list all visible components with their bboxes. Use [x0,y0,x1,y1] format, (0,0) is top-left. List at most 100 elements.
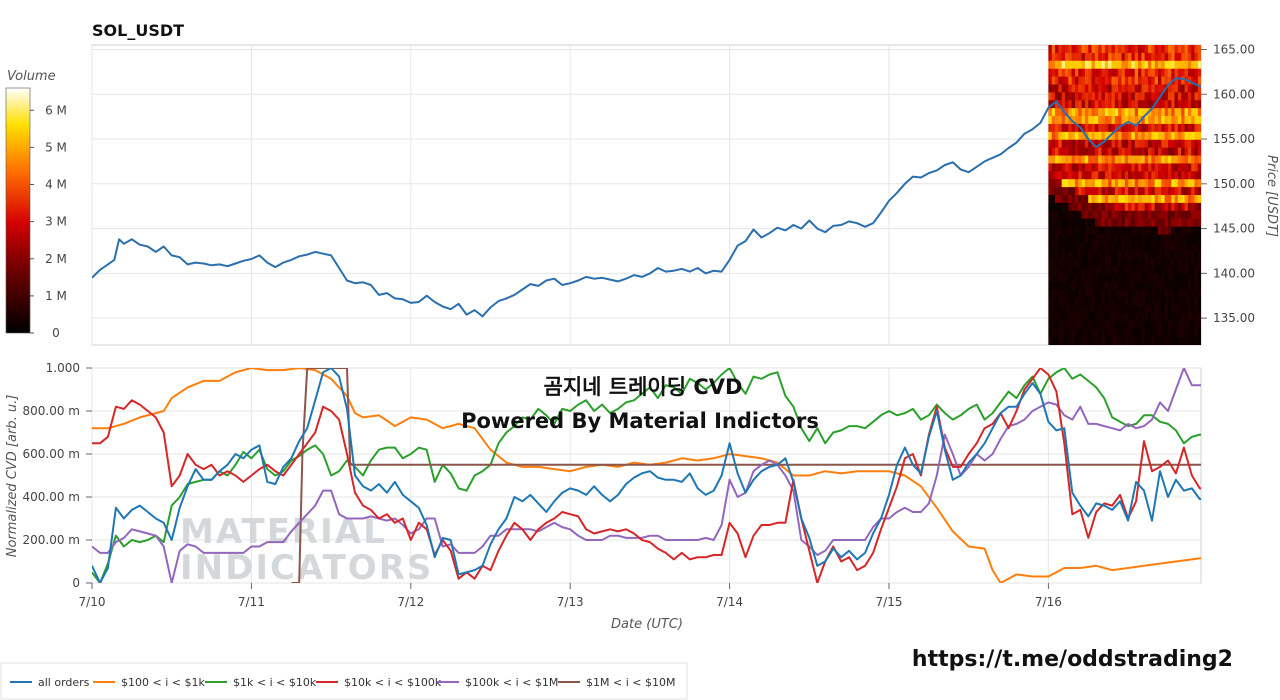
date-tick-label: 7/14 [716,595,743,609]
heatmap-cell [1114,84,1119,93]
heatmap-cell [1118,266,1123,275]
heatmap-cell [1157,195,1162,204]
date-tick-label: 7/11 [238,595,265,609]
heatmap-cell [1171,52,1176,62]
heatmap-cell [1111,273,1116,283]
heatmap-cell [1071,313,1076,322]
heatmap-cell [1194,329,1199,338]
heatmap-cell [1058,123,1063,133]
heatmap-cell [1071,305,1076,315]
heatmap-cell [1184,123,1189,133]
heatmap-cell [1141,313,1146,322]
heatmap-cell [1161,329,1166,338]
heatmap-cell [1187,273,1192,283]
heatmap-cell [1201,156,1205,164]
heatmap-cell [1111,100,1116,109]
heatmap-cell [1101,313,1106,322]
heatmap-cell [1084,226,1089,236]
heatmap-cell [1094,76,1099,86]
heatmap-cell [1121,45,1126,54]
heatmap-cell [1094,242,1099,251]
heatmap-cell [1128,52,1133,62]
price-axis-title: Price [USDT] [1264,155,1279,237]
heatmap-cell [1114,139,1119,149]
heatmap-cell [1157,329,1162,338]
heatmap-cell [1157,297,1162,307]
heatmap-cell [1128,163,1133,172]
heatmap-cell [1121,202,1126,212]
heatmap-cell [1164,171,1169,180]
heatmap-cell [1191,273,1196,283]
legend-label[interactable]: $10k < i < $100k [344,676,442,689]
legend-label[interactable]: $100 < i < $1k [121,676,205,689]
legend-label[interactable]: $1k < i < $10k [233,676,317,689]
heatmap-cell [1174,147,1179,157]
heatmap-cell [1101,52,1106,62]
legend-label[interactable]: $100k < i < $1M [465,676,558,689]
heatmap-cell [1134,226,1139,236]
heatmap-cell [1114,226,1119,236]
heatmap-cell [1184,210,1189,220]
heatmap-cell [1114,313,1119,322]
heatmap-cell [1118,52,1123,62]
heatmap-cell [1164,68,1169,78]
heatmap-cell [1184,52,1189,62]
heatmap-cell [1065,45,1069,54]
heatmap-cell [1101,266,1106,275]
heatmap-cell [1131,123,1136,133]
heatmap-cell [1101,100,1106,109]
heatmap-cell [1081,305,1086,315]
heatmap-cell [1071,226,1076,236]
heatmap-cell [1051,108,1056,117]
heatmap-cell [1104,258,1109,267]
heatmap-cell [1101,258,1106,267]
heatmap-cell [1078,45,1083,54]
heatmap-cell [1118,155,1123,165]
heatmap-cell [1141,68,1146,78]
heatmap-cell [1148,52,1152,62]
legend-label[interactable]: all orders [38,676,90,689]
heatmap-cell [1141,52,1146,62]
heatmap-cell [1181,210,1186,220]
heatmap-cell [1148,147,1152,157]
cvd-series-line [92,368,1201,583]
heatmap-cell [1074,92,1079,101]
heatmap-cell [1151,163,1156,172]
heatmap-cell [1111,123,1116,133]
heatmap-cell [1134,123,1139,133]
cvd-series-line [92,368,1201,583]
heatmap-cell [1174,187,1179,196]
heatmap-cell [1098,131,1103,141]
heatmap-cell [1201,140,1205,148]
heatmap-cell [1074,195,1079,204]
heatmap-cell [1121,163,1126,172]
heatmap-cell [1055,139,1059,149]
heatmap-cell [1148,195,1152,204]
heatmap-cell [1131,179,1136,188]
heatmap-cell [1154,195,1159,204]
heatmap-cell [1108,297,1113,307]
heatmap-cell [1171,329,1176,338]
heatmap-cell [1144,273,1149,283]
heatmap-cell [1114,163,1119,172]
heatmap-cell [1131,329,1136,338]
colorbar-tick-label: 5 M [45,140,67,154]
heatmap-cell [1108,116,1113,125]
heatmap-cell [1094,289,1099,299]
telegram-link[interactable]: https://t.me/oddstrading2 [912,647,1233,672]
heatmap-cell [1128,108,1133,117]
heatmap-cell [1174,210,1179,220]
heatmap-cell [1128,329,1133,338]
heatmap-cell [1174,321,1179,330]
heatmap-cell [1154,131,1159,141]
heatmap-cell [1111,187,1116,196]
heatmap-cell [1187,52,1192,62]
heatmap-cell [1177,250,1182,259]
heatmap-cell [1074,45,1079,54]
legend-label[interactable]: $1M < i < $10M [586,676,675,689]
heatmap-cell [1058,68,1063,78]
heatmap-cell [1154,297,1159,307]
heatmap-cell [1184,45,1189,54]
heatmap-cell [1088,329,1093,338]
heatmap-cell [1191,337,1196,345]
